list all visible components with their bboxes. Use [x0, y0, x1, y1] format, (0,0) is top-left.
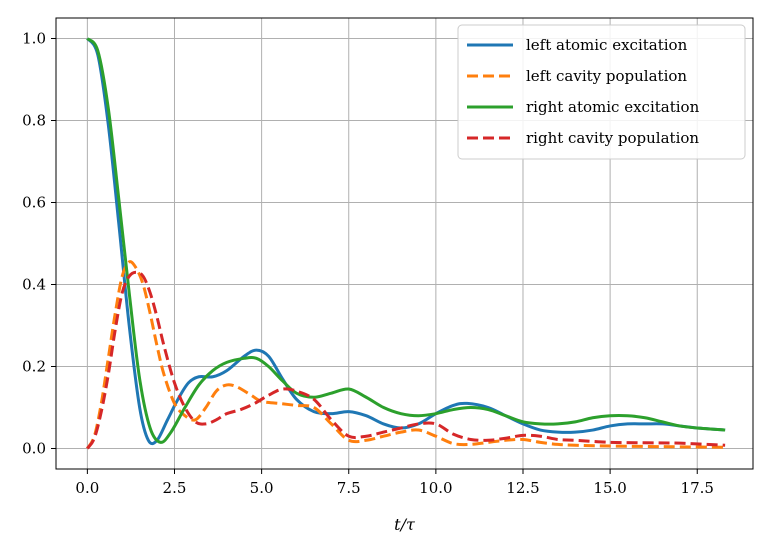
series-line-1: [86, 260, 726, 450]
y-tick-label: 0.4: [22, 276, 46, 294]
axis-ticks: 0.0 2.5 5.0 7.5 10.0 12.5 15.0 17.5 0.0 0.2 0.4 0.6…: [22, 30, 714, 498]
series-line-2: [86, 37, 726, 444]
x-tick-label: 10.0: [419, 479, 452, 497]
x-tick-label: 5.0: [250, 479, 274, 497]
x-tick-label: 12.5: [506, 479, 539, 497]
y-tick-label: 1.0: [22, 30, 46, 48]
x-tick-label: 15.0: [593, 479, 626, 497]
legend-label: left atomic excitation: [526, 36, 688, 54]
series-line-0: [86, 37, 726, 446]
x-axis-label: t/τ: [394, 515, 416, 534]
x-tick-label: 2.5: [163, 479, 187, 497]
y-tick-label: 0.0: [22, 440, 46, 458]
plot-frame: [55, 17, 754, 470]
legend-label: left cavity population: [526, 67, 687, 85]
x-tick-label: 17.5: [681, 479, 714, 497]
x-tick-label: 7.5: [337, 479, 361, 497]
legend-label: right cavity population: [526, 129, 699, 147]
y-tick-label: 0.6: [22, 194, 46, 212]
y-tick-label: 0.8: [22, 112, 46, 130]
series-group: [86, 37, 726, 450]
x-tick-label: 0.0: [75, 479, 99, 497]
y-tick-label: 0.2: [22, 358, 46, 376]
series-line-3: [86, 270, 726, 450]
legend: left atomic excitation left cavity popula…: [457, 24, 746, 160]
legend-box: [457, 24, 746, 160]
legend-label: right atomic excitation: [526, 98, 700, 116]
